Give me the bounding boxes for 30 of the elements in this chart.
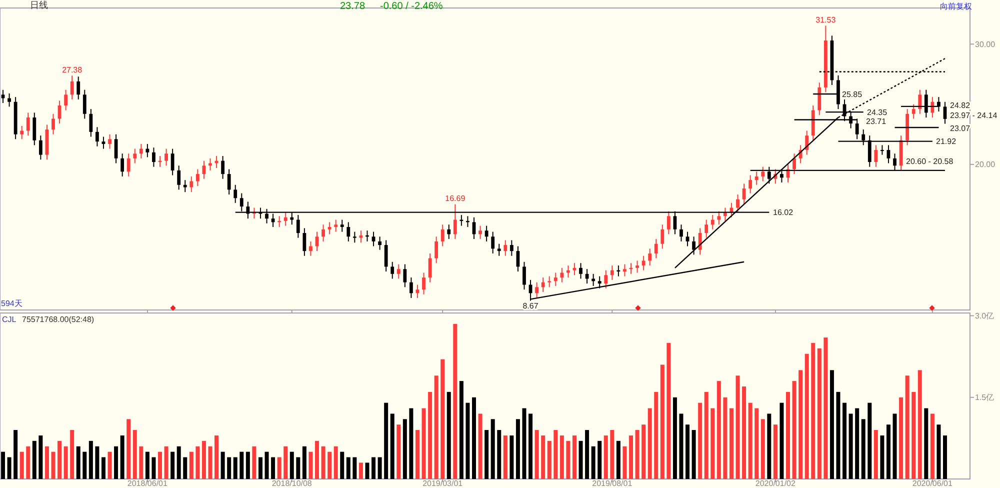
text: 24.82	[950, 100, 971, 110]
x-tick-label: 2020/01/02	[755, 479, 796, 488]
annotation: 27.38	[62, 66, 83, 75]
x-tick-label: 2019/08/01	[592, 479, 633, 488]
annotation: 25.85	[842, 90, 863, 99]
y-tick-label: 20.00	[975, 160, 996, 170]
annotation: 594天	[1, 299, 22, 308]
x-tick-label: 2018/06/01	[127, 479, 168, 488]
x-tick-label: 2020/06/01	[912, 479, 954, 488]
annotation: 20.60 - 20.58	[906, 156, 954, 166]
annotation: 21.92	[936, 136, 957, 146]
annotation: -0.60 / -2.46%	[380, 1, 443, 12]
annotation: 向前复权	[940, 2, 972, 11]
chart-title: CJL	[2, 315, 17, 324]
annotation: 23.78	[340, 1, 366, 12]
chart-title: 日线	[30, 0, 48, 10]
text: 23.97 - 24.14	[950, 110, 998, 120]
chart-subtitle: 75571768.00(52:48)	[22, 315, 94, 324]
annotation: 16.69	[445, 194, 466, 204]
annotation: 24.35	[867, 108, 888, 117]
y-tick-label: 30.00	[975, 40, 996, 49]
y-tick-label: 3.0亿	[975, 312, 994, 321]
annotation: 8.67	[522, 302, 539, 311]
y-tick-label: 1.5亿	[975, 393, 994, 402]
annotation: 16.02	[773, 208, 794, 217]
annotation: 23.71	[866, 116, 887, 126]
x-tick-label: 2019/03/01	[422, 479, 464, 488]
text: 23.07	[950, 124, 971, 133]
annotation: 31.53	[816, 16, 836, 25]
x-tick-label: 2018/10/08	[272, 479, 312, 488]
